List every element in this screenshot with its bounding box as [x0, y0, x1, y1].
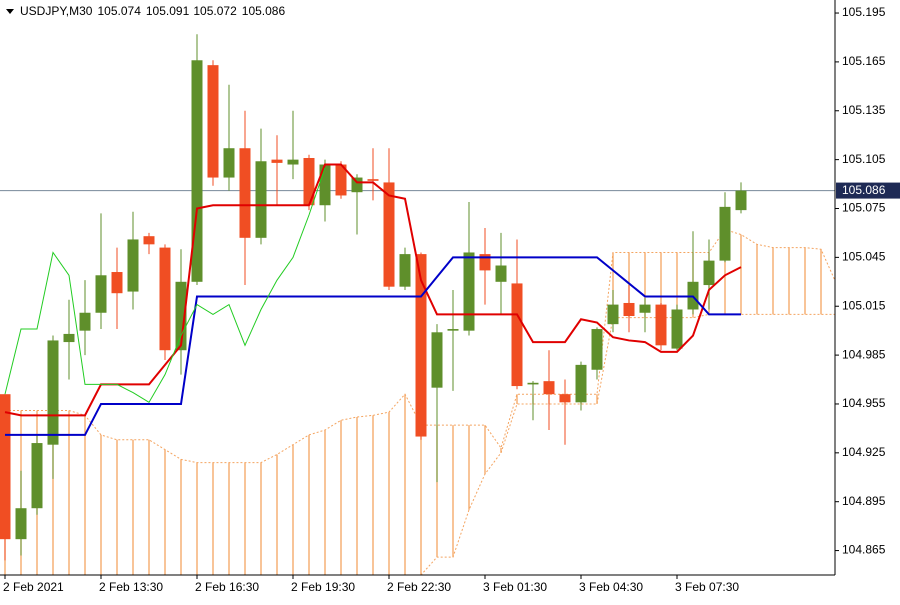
candle-body: [303, 158, 315, 206]
x-tick-label: 2 Feb 19:30: [291, 580, 355, 594]
x-tick-label: 2 Feb 22:30: [387, 580, 451, 594]
candle-body: [575, 364, 587, 403]
candle-body: [703, 260, 715, 286]
x-tick-label: 3 Feb 04:30: [579, 580, 643, 594]
candle-body: [207, 65, 219, 178]
y-tick-label: 105.165: [842, 54, 886, 68]
indicator-line: [5, 256, 741, 436]
y-tick-label: 104.895: [842, 494, 886, 508]
candle-body: [319, 164, 331, 206]
header-open: 105.074: [97, 4, 141, 18]
chart-header: USDJPY,M30 105.074 105.091 105.072 105.086: [20, 4, 285, 18]
candle-body: [239, 148, 251, 238]
candle-body: [655, 304, 667, 346]
y-tick-label: 104.985: [842, 347, 886, 361]
candle-body: [463, 252, 475, 331]
header-close: 105.086: [242, 4, 286, 18]
candle-body: [31, 443, 43, 509]
candle-body: [431, 332, 443, 388]
y-tick-label: 105.135: [842, 103, 886, 117]
indicator-line: [4, 167, 326, 404]
y-tick-label: 104.955: [842, 396, 886, 410]
candle-body: [383, 182, 395, 287]
price-label: 105.086: [842, 183, 886, 197]
candle-body: [287, 159, 299, 165]
header-low: 105.072: [193, 4, 237, 18]
candle-body: [671, 309, 683, 349]
candle-body: [543, 381, 555, 395]
candle-body: [95, 275, 107, 313]
candle-body: [79, 312, 91, 331]
candle-body: [623, 302, 635, 317]
y-tick-label: 105.075: [842, 201, 886, 215]
candle-body: [111, 272, 123, 294]
x-tick-label: 2 Feb 13:30: [99, 580, 163, 594]
candle-body: [271, 159, 283, 163]
y-tick-label: 105.105: [842, 152, 886, 166]
candle-body: [47, 340, 59, 445]
candle-body: [367, 179, 379, 181]
candle-body: [735, 190, 747, 211]
candle-body: [255, 161, 267, 238]
x-tick-label: 2 Feb 16:30: [195, 580, 259, 594]
x-tick-label: 3 Feb 01:30: [483, 580, 547, 594]
candle-body: [527, 382, 539, 385]
cloud-bound: [420, 313, 835, 575]
candle-body: [639, 304, 651, 313]
symbol: USDJPY,M30: [20, 4, 93, 18]
candle-body: [719, 206, 731, 261]
y-tick-label: 104.925: [842, 445, 886, 459]
candle-body: [591, 329, 603, 370]
x-tick-label: 3 Feb 07:30: [675, 580, 739, 594]
candle-body: [15, 508, 27, 540]
candle-body: [175, 281, 187, 351]
y-tick-label: 105.195: [842, 5, 886, 19]
header-high: 105.091: [146, 4, 190, 18]
candle-body: [0, 394, 11, 540]
candle-body: [479, 254, 491, 271]
candle-body: [607, 304, 619, 325]
candle-body: [191, 60, 203, 282]
price-label-box: [836, 182, 900, 199]
candle-body: [511, 283, 523, 387]
menu-triangle[interactable]: [6, 9, 14, 14]
candle-body: [415, 254, 427, 437]
candle-body: [143, 236, 155, 245]
y-tick-label: 105.045: [842, 250, 886, 264]
candle-body: [559, 394, 571, 403]
candle-body: [351, 177, 363, 193]
candle-body: [495, 265, 507, 282]
plot-area: [0, 34, 835, 575]
candle-body: [399, 254, 411, 287]
indicator-line: [4, 163, 742, 417]
candle-body: [223, 148, 235, 178]
y-tick-label: 105.015: [842, 298, 886, 312]
cloud-bound: [5, 229, 835, 464]
candle-body: [63, 333, 75, 343]
candle-body: [127, 239, 139, 292]
candle-body: [159, 247, 171, 351]
candle-body: [335, 164, 347, 196]
y-tick-label: 104.865: [842, 543, 886, 557]
candle-body: [447, 329, 459, 331]
x-tick-label: 2 Feb 2021: [3, 580, 64, 594]
